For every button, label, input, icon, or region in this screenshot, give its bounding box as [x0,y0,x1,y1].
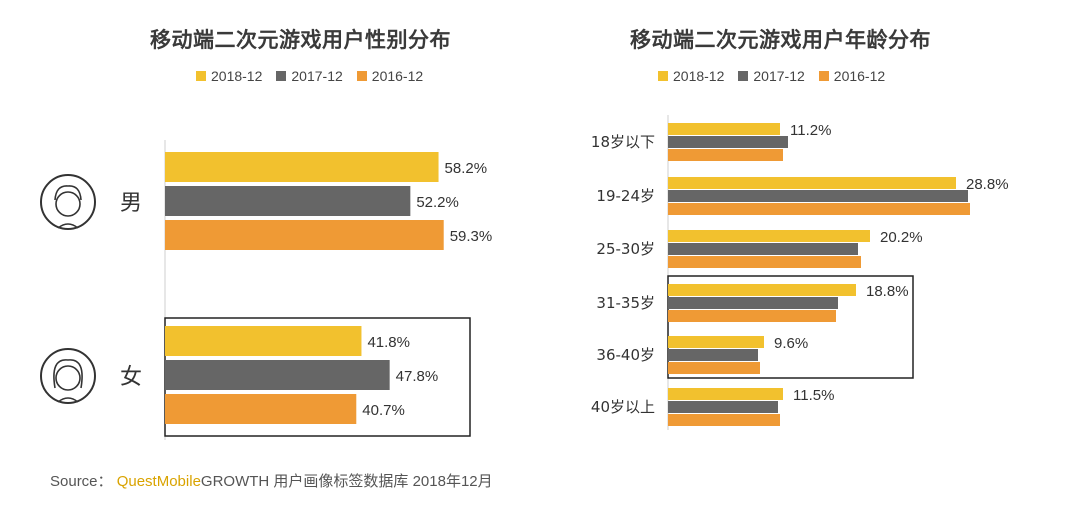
age-chart-title: 移动端二次元游戏用户年龄分布 [630,28,931,52]
data-label-女-2016: 40.7% [362,402,405,419]
legend-item-2017: 2017-12 [276,68,343,84]
data-label-男-2017: 52.2% [416,194,459,211]
bar-女-2017 [165,360,390,390]
bar-25-30岁-2016 [668,256,861,268]
legend-label-2018: 2018-12 [211,68,263,84]
legend-label-2018: 2018-12 [673,68,725,84]
bar-31-35岁-2017 [668,297,838,309]
category-label-40岁以上: 40岁以上 [591,398,655,416]
age-chart-legend: 2018-12 2017-12 2016-12 [658,68,885,84]
icon-shoulders [57,223,79,229]
male-user-icon [40,174,96,230]
data-label-25-30岁: 20.2% [880,229,923,246]
gender-chart-title: 移动端二次元游戏用户性别分布 [150,28,451,52]
age-highlight-box [667,275,914,379]
bar-25-30岁-2018 [668,230,870,242]
bar-18岁以下-2017 [668,136,788,148]
bar-31-35岁-2018 [668,284,856,296]
bar-18岁以下-2016 [668,149,783,161]
bar-40岁以上-2016 [668,414,780,426]
bar-女-2018 [165,326,362,356]
legend-item-2018: 2018-12 [196,68,262,84]
legend-item-2016: 2016-12 [356,68,424,84]
legend-label-2016: 2016-12 [833,68,886,84]
bar-19-24岁-2017 [668,190,968,202]
legend-swatch-2018 [658,71,668,81]
data-label-男-2016: 59.3% [450,228,493,245]
legend-swatch-2017 [738,71,749,81]
bar-25-30岁-2017 [668,243,858,255]
icon-face [55,191,81,217]
legend-label-2016: 2016-12 [371,68,424,84]
data-label-31-35岁: 18.8% [866,283,909,300]
icon-shoulders [57,397,79,403]
female-user-icon [40,348,96,404]
bar-36-40岁-2018 [668,336,764,348]
gender-chart-legend: 2018-12 2017-12 2016-12 [196,68,423,84]
source-prefix: Source： [50,473,113,490]
source-note: Source： QuestMobileGROWTH 用户画像标签数据库 2018… [50,470,493,491]
icon-face [55,365,81,391]
category-label-31-35岁: 31-35岁 [596,294,655,312]
category-label-36-40岁: 36-40岁 [596,346,655,364]
bar-31-35岁-2016 [668,310,836,322]
data-label-36-40岁: 9.6% [774,335,808,352]
category-label-25-30岁: 25-30岁 [596,240,655,258]
data-label-40岁以上: 11.5% [793,387,834,404]
bar-18岁以下-2018 [668,123,780,135]
legend-item-2018: 2018-12 [658,68,724,84]
icon-hair [54,185,82,201]
legend-swatch-2017 [276,71,287,81]
source-text: GROWTH 用户画像标签数据库 2018年12月 [200,473,493,490]
data-label-女-2017: 47.8% [396,368,439,385]
bar-36-40岁-2017 [668,349,758,361]
legend-label-2017: 2017-12 [753,68,805,84]
icon-ring [40,348,96,404]
legend-swatch-2018 [196,71,206,81]
bar-19-24岁-2018 [668,177,956,189]
category-label-19-24岁: 19-24岁 [596,187,655,205]
bar-男-2017 [165,186,411,216]
legend-swatch-2016 [818,71,829,81]
bar-女-2016 [165,394,357,424]
bar-40岁以上-2018 [668,388,783,400]
category-label-男: 男 [120,191,142,216]
legend-swatch-2016 [356,71,367,81]
source-brand: QuestMobile [116,473,201,490]
bar-40岁以上-2017 [668,401,778,413]
data-label-19-24岁: 28.8% [966,176,1009,193]
icon-hair [53,359,83,389]
data-label-男-2018: 58.2% [445,160,488,177]
data-label-女-2018: 41.8% [367,334,410,351]
legend-item-2017: 2017-12 [738,68,805,84]
icon-ring [40,174,96,230]
bar-男-2016 [165,220,444,250]
category-label-18岁以下: 18岁以下 [591,133,655,151]
data-label-18岁以下: 11.2% [790,122,831,139]
bar-19-24岁-2016 [668,203,970,215]
legend-label-2017: 2017-12 [291,68,343,84]
bar-36-40岁-2016 [668,362,760,374]
bar-男-2018 [165,152,439,182]
category-label-女: 女 [120,365,142,390]
legend-item-2016: 2016-12 [818,68,886,84]
